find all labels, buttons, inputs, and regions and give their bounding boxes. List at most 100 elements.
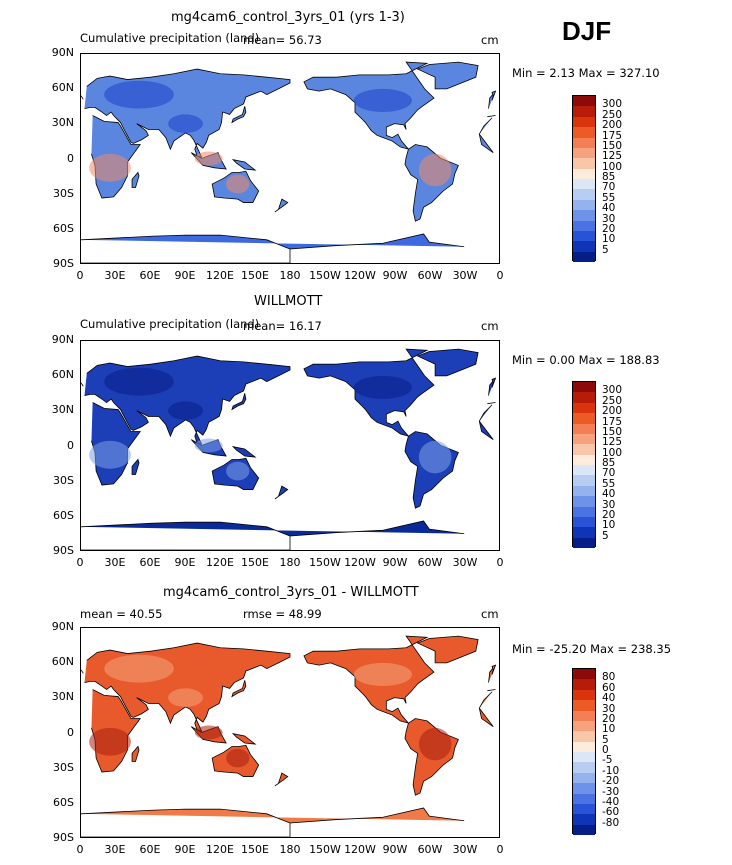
colorbar-swatch: [573, 137, 595, 148]
precip-anomaly-5: [353, 662, 412, 687]
lon-tick-label: 120W: [344, 269, 376, 282]
lon-tick-label: 150W: [309, 269, 341, 282]
colorbar-label: 175: [602, 129, 623, 142]
colorbar-swatch: [573, 506, 595, 517]
colorbar-label: 40: [602, 202, 616, 215]
colorbar-label: 125: [602, 150, 623, 163]
colorbar-label: -30: [602, 785, 620, 798]
precip-anomaly-0: [89, 153, 131, 182]
panel-3-minmax: Min = -25.20 Max = 238.35: [512, 642, 672, 656]
lat-tick-label: 30S: [53, 473, 74, 487]
lon-tick-label: 60E: [139, 556, 161, 569]
lon-tick-label: 90E: [174, 556, 196, 569]
landmass-greenland: [416, 635, 479, 664]
colorbar-label: 85: [602, 171, 616, 183]
colorbar-swatch: [573, 516, 595, 528]
colorbar-swatch: [573, 230, 595, 242]
colorbar-label: 40: [602, 488, 616, 501]
lat-tick-label: 90S: [53, 257, 74, 270]
landmass-nz: [274, 198, 289, 213]
colorbar-label: 55: [602, 191, 616, 204]
lon-tick-label: 120W: [344, 556, 376, 569]
landmass-uk: [81, 90, 497, 101]
season-label: DJF: [562, 16, 612, 46]
lon-tick-label: 120E: [206, 843, 234, 856]
landmass-greenland: [416, 61, 479, 90]
map-graphic: [81, 628, 499, 837]
colorbar-swatch: [573, 752, 595, 763]
colorbar-label: 175: [602, 415, 623, 428]
landmass-madagascar: [131, 458, 140, 475]
lon-tick-label: 90W: [382, 556, 408, 569]
precip-anomaly-2: [194, 725, 223, 740]
panel-1-mean: mean= 56.73: [243, 33, 322, 47]
colorbar-swatch: [573, 475, 595, 486]
colorbar-label: 300: [602, 98, 623, 111]
colorbar-label: -60: [602, 806, 620, 819]
colorbar-label: 100: [602, 160, 623, 173]
panel-2-minmax: Min = 0.00 Max = 188.83: [512, 353, 660, 367]
colorbar-swatch: [573, 433, 595, 445]
colorbar-label: 200: [602, 119, 623, 132]
colorbar-swatch: [573, 147, 595, 159]
lat-tick-label: 30N: [51, 403, 74, 417]
lon-tick-label: 30E: [104, 843, 126, 856]
colorbar-swatch: [573, 189, 595, 200]
lon-tick-label: 90W: [382, 269, 408, 282]
precip-anomaly-0: [89, 727, 131, 756]
colorbar-label: 30: [602, 702, 616, 715]
lon-tick-label: 30E: [104, 556, 126, 569]
panel-3-title: mg4cam6_control_3yrs_01 - WILLMOTT: [163, 585, 419, 600]
landmass-newguinea: [231, 446, 257, 458]
panel-1-minmax: Min = 2.13 Max = 327.10: [512, 66, 660, 80]
lon-tick-label: 150E: [241, 269, 269, 282]
lon-tick-label: 60W: [417, 269, 443, 282]
colorbar-swatch: [573, 496, 595, 507]
lon-tick-label: 60E: [139, 269, 161, 282]
colorbar-label: 30: [602, 212, 616, 225]
panel-3-units: cm: [481, 607, 499, 621]
colorbar-swatch: [573, 700, 595, 711]
map-graphic: [81, 341, 499, 550]
colorbar-label: 250: [602, 108, 623, 121]
landmass-japan: [231, 106, 247, 124]
landmass-uk: [81, 377, 497, 388]
lon-tick-label: 30W: [452, 269, 478, 282]
lon-tick-label: 90E: [174, 843, 196, 856]
precip-anomaly-6: [168, 114, 203, 133]
colorbar-swatch: [573, 168, 595, 179]
colorbar-swatch: [573, 537, 595, 548]
lon-tick-label: 90E: [174, 269, 196, 282]
lat-tick-label: 90N: [51, 620, 74, 633]
precip-anomaly-2: [194, 438, 223, 453]
colorbar-swatch: [573, 731, 595, 742]
colorbar-swatch: [573, 720, 595, 732]
lat-tick-label: 60N: [51, 368, 74, 382]
colorbar-swatch: [573, 251, 595, 262]
colorbar-swatch: [573, 485, 595, 497]
lon-tick-label: 0: [76, 843, 84, 856]
panel-2-units: cm: [481, 319, 499, 333]
panel-2-left-label: Cumulative precipitation (land): [80, 317, 260, 331]
landmass-nz: [274, 485, 289, 500]
lat-tick-label: 90N: [51, 333, 74, 346]
colorbar-label: 10: [602, 233, 616, 246]
colorbar-swatch: [573, 454, 595, 465]
lon-tick-label: 0: [76, 269, 84, 282]
colorbar-swatch: [573, 382, 595, 393]
colorbar-label: 60: [602, 681, 616, 694]
colorbar-label: 20: [602, 712, 616, 725]
colorbar-label: 0: [602, 744, 609, 756]
landmass-newguinea: [231, 733, 257, 745]
colorbar-label: 85: [602, 457, 616, 469]
landmass-madagascar: [131, 745, 140, 762]
colorbar-swatch: [573, 158, 595, 169]
panel-1-units: cm: [481, 33, 499, 47]
panel-3-rmse: rmse = 48.99: [243, 607, 322, 621]
colorbar-label: -20: [602, 775, 620, 788]
panel-3-mean: mean = 40.55: [80, 607, 163, 621]
precip-anomaly-4: [104, 367, 174, 396]
lat-tick-label: 0: [67, 151, 74, 165]
panel-2-mean: mean= 16.17: [243, 319, 322, 333]
panel-2-title: WILLMOTT: [254, 294, 323, 309]
